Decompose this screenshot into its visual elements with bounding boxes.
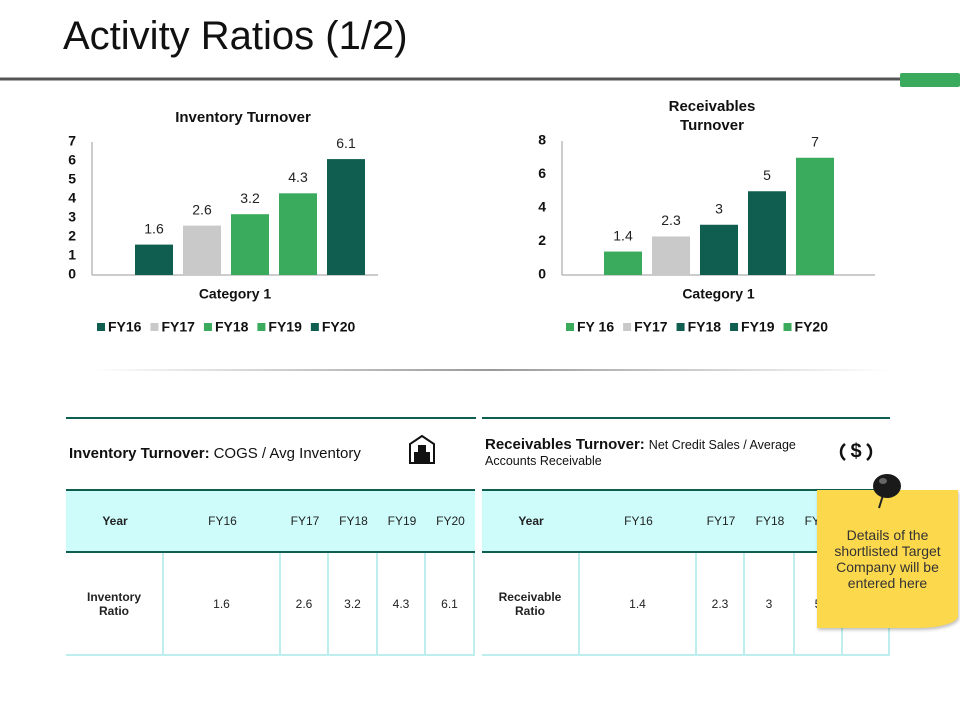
inventory-icon bbox=[409, 434, 435, 464]
legend-swatch bbox=[310, 323, 319, 331]
x-tick-label: Category 1 bbox=[199, 286, 272, 302]
y-tick-label: 2 bbox=[68, 228, 76, 244]
legend-label: FY 16 bbox=[577, 319, 614, 335]
legend-swatch bbox=[566, 323, 574, 331]
legend-label: FY20 bbox=[795, 319, 829, 335]
svg-text:$: $ bbox=[850, 440, 861, 462]
data-label: 3.2 bbox=[240, 190, 260, 206]
legend-label: FY18 bbox=[215, 319, 249, 335]
column-header: FY19 bbox=[378, 489, 426, 553]
table-cell: Receivable Ratio bbox=[482, 553, 580, 656]
column-header: FY18 bbox=[745, 489, 795, 553]
y-tick-label: 6 bbox=[68, 152, 76, 168]
legend-swatch bbox=[623, 323, 632, 331]
header-title: Inventory Turnover: bbox=[69, 444, 210, 462]
data-label: 6.1 bbox=[336, 135, 356, 151]
slide-title: Activity Ratios (1/2) bbox=[63, 14, 408, 58]
bar bbox=[604, 251, 642, 275]
table-cell: 1.6 bbox=[164, 553, 281, 656]
header-title: Receivables Turnover: bbox=[485, 436, 645, 453]
bar bbox=[748, 191, 786, 275]
legend-swatch bbox=[97, 323, 105, 331]
y-tick-label: 0 bbox=[538, 266, 546, 282]
bar bbox=[183, 225, 221, 275]
data-label: 1.4 bbox=[613, 227, 633, 243]
data-label: 7 bbox=[811, 133, 819, 149]
table-cell: 2.3 bbox=[697, 553, 745, 656]
column-header: FY17 bbox=[281, 489, 329, 553]
column-header: FY17 bbox=[697, 489, 745, 553]
legend-label: FY18 bbox=[688, 319, 722, 335]
column-header: FY16 bbox=[580, 489, 697, 553]
y-tick-label: 2 bbox=[538, 232, 546, 248]
chart-title: Receivables Turnover bbox=[668, 98, 756, 134]
column-header: Year bbox=[482, 489, 580, 553]
table-cell: Inventory Ratio bbox=[66, 553, 164, 656]
bar bbox=[796, 157, 834, 275]
sticky-note: Details of the shortlisted Target Compan… bbox=[817, 490, 958, 628]
table-cell: 3 bbox=[745, 553, 795, 656]
column-header: FY20 bbox=[426, 489, 475, 553]
table-cell: 6.1 bbox=[426, 553, 475, 656]
legend-label: FY20 bbox=[322, 319, 356, 335]
table-grid: Year FY16 FY17 FY18 FY19 FY20 Inventory Ratio 1… bbox=[66, 489, 476, 656]
column-header: FY18 bbox=[329, 489, 378, 553]
y-tick-label: 7 bbox=[68, 133, 76, 149]
bar bbox=[652, 236, 690, 275]
legend-label: FY17 bbox=[161, 319, 195, 335]
money-icon: $ bbox=[839, 440, 873, 462]
data-label: 2.6 bbox=[192, 201, 212, 217]
legend-label: FY17 bbox=[634, 319, 668, 335]
data-label: 1.6 bbox=[144, 220, 164, 236]
bar bbox=[700, 224, 738, 275]
table-cell: 4.3 bbox=[378, 553, 426, 656]
y-tick-label: 4 bbox=[68, 190, 76, 206]
bar bbox=[135, 244, 173, 275]
legend-swatch bbox=[730, 323, 739, 331]
accent-bar bbox=[900, 73, 960, 87]
y-tick-label: 1 bbox=[68, 247, 76, 263]
x-tick-label: Category 1 bbox=[682, 286, 755, 302]
header-line: Receivables Turnover: Net Credit Sales / … bbox=[485, 437, 825, 469]
divider bbox=[90, 369, 890, 371]
bar bbox=[231, 214, 269, 275]
legend-label: FY19 bbox=[741, 319, 775, 335]
y-tick-label: 6 bbox=[538, 165, 546, 181]
legend-swatch bbox=[203, 323, 212, 331]
header-formula: COGS / Avg Inventory bbox=[213, 444, 361, 462]
data-label: 4.3 bbox=[288, 169, 308, 185]
legend-label: FY16 bbox=[108, 319, 142, 335]
header-formula: Net Credit Sales / Average Accounts Rece… bbox=[485, 438, 796, 468]
column-header: FY16 bbox=[164, 489, 281, 553]
y-tick-label: 5 bbox=[68, 171, 76, 187]
y-tick-label: 8 bbox=[538, 132, 546, 148]
table-cell: 3.2 bbox=[329, 553, 378, 656]
table: Inventory Turnover: COGS / Avg Inventory Y… bbox=[66, 417, 476, 656]
bar bbox=[279, 193, 317, 275]
legend-label: FY19 bbox=[268, 319, 302, 335]
data-label: 3 bbox=[715, 200, 723, 216]
data-label: 5 bbox=[763, 167, 771, 183]
legend-swatch bbox=[676, 323, 685, 331]
y-tick-label: 3 bbox=[68, 209, 76, 225]
table-cell: 2.6 bbox=[281, 553, 329, 656]
table-cell: 1.4 bbox=[580, 553, 697, 656]
bar bbox=[327, 159, 365, 275]
header-line: Inventory Turnover: COGS / Avg Inventory bbox=[69, 445, 476, 462]
column-header: Year bbox=[66, 489, 164, 553]
y-tick-label: 4 bbox=[538, 199, 546, 215]
table-header: Receivables Turnover: Net Credit Sales / … bbox=[482, 419, 890, 487]
data-label: 2.3 bbox=[661, 212, 681, 228]
legend-swatch bbox=[150, 323, 159, 331]
chart-title: Inventory Turnover bbox=[175, 109, 311, 126]
table-header: Inventory Turnover: COGS / Avg Inventory bbox=[66, 419, 476, 487]
legend-swatch bbox=[783, 323, 792, 331]
legend-swatch bbox=[257, 323, 266, 331]
y-tick-label: 0 bbox=[68, 266, 76, 282]
